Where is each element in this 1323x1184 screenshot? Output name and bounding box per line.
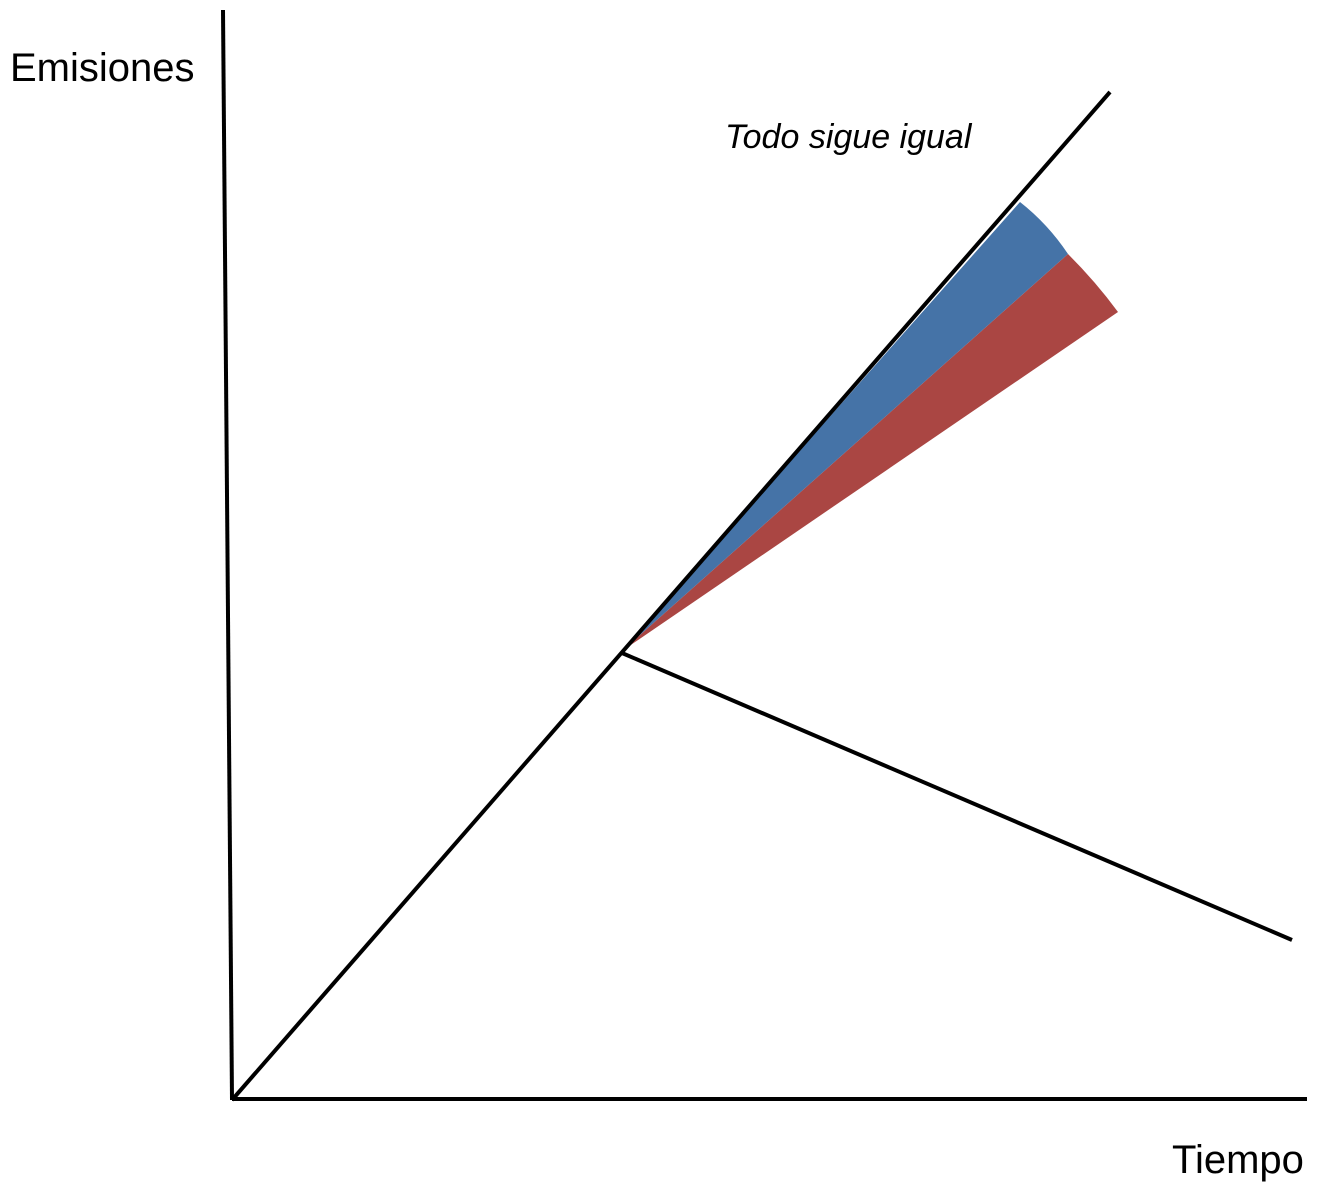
blue-wedge xyxy=(622,202,1068,651)
x-axis-label: Tiempo xyxy=(1172,1138,1304,1182)
y-axis xyxy=(221,9,234,1101)
y-axis-label: Emisiones xyxy=(10,46,195,90)
declining-emissions-line xyxy=(621,651,1293,942)
business-as-usual-label: Todo sigue igual xyxy=(725,118,972,156)
business-as-usual-line xyxy=(230,90,1112,1102)
red-wedge xyxy=(622,254,1118,651)
